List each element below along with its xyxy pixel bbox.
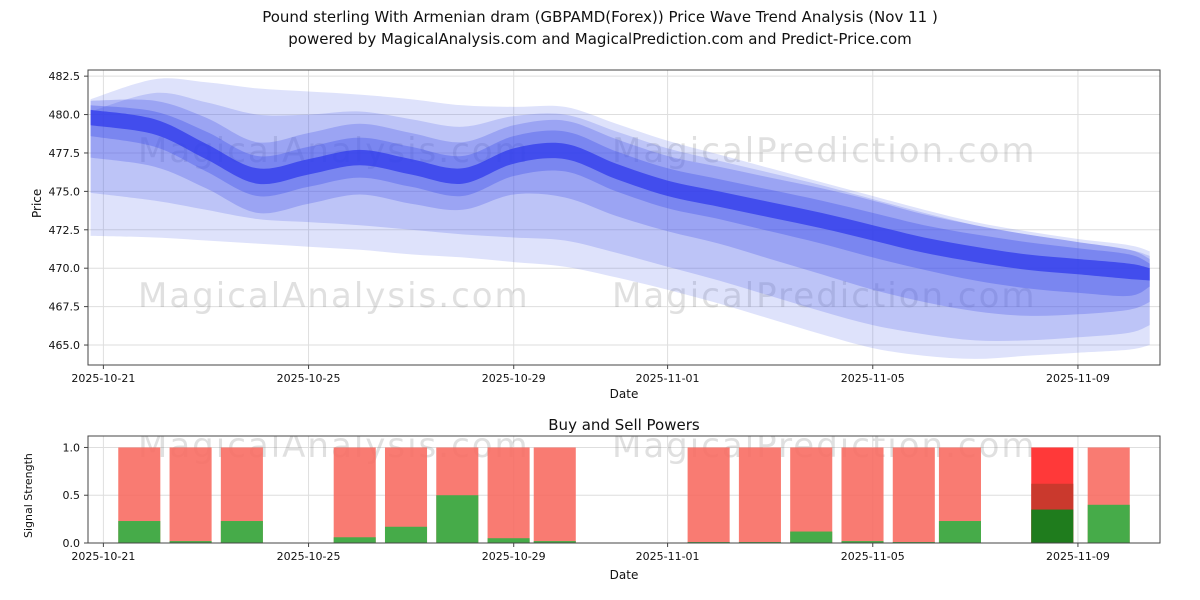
- buy-power-bar: [533, 541, 576, 543]
- date-axis-label-bottom: Date: [609, 568, 639, 582]
- price-y-tick-label: 472.5: [49, 224, 81, 237]
- price-chart-ticks: 482.5 480.0 477.5 475.0 472.5 470.0 467.5 465.0…: [49, 70, 1110, 385]
- buy-power-bar: [938, 521, 981, 543]
- date-x-tick-label: 2025-10-25: [277, 372, 341, 385]
- buy-power-bar: [1031, 509, 1074, 543]
- price-wave-bands: [90, 78, 1150, 359]
- watermark-magicalanalysis: MagicalAnalysis.com: [138, 276, 530, 316]
- price-plot-frame: [87, 69, 1161, 366]
- sell-power-bar: [487, 447, 530, 543]
- buy-power-bar: [169, 541, 212, 543]
- chart-subtitle: powered by MagicalAnalysis.com and Magic…: [288, 30, 912, 48]
- buy-power-bar: [384, 526, 428, 543]
- sell-power-bar: [169, 447, 212, 543]
- sell-power-bar: [892, 447, 935, 543]
- buy-power-bar: [333, 537, 376, 543]
- buy-power-bar: [220, 521, 263, 543]
- center-trend-band: [90, 109, 1150, 281]
- buy-power-bar: [487, 538, 530, 543]
- date-x-tick-label: 2025-11-09: [1046, 372, 1110, 385]
- price-y-tick-label: 475.0: [49, 185, 81, 198]
- buy-power-bar: [436, 495, 479, 543]
- date-x-tick-label: 2025-11-09: [1046, 550, 1110, 563]
- sell-power-bar: [533, 447, 576, 543]
- price-y-tick-label: 477.5: [49, 147, 81, 160]
- date-x-tick-label: 2025-10-29: [482, 372, 546, 385]
- date-axis-label-top: Date: [609, 387, 639, 401]
- buy-sell-bars: [118, 447, 1130, 543]
- sell-power-bar: [790, 447, 833, 543]
- price-y-tick-label: 467.5: [49, 301, 81, 314]
- signal-plot-frame: [87, 435, 1161, 544]
- date-x-tick-label: 2025-11-05: [841, 372, 905, 385]
- date-x-tick-label: 2025-10-29: [482, 550, 546, 563]
- outer-band: [90, 78, 1150, 359]
- sell-power-bar: [738, 447, 781, 543]
- price-y-tick-label: 470.0: [49, 262, 81, 275]
- date-x-tick-label: 2025-10-21: [71, 372, 135, 385]
- date-x-tick-label: 2025-11-01: [636, 372, 700, 385]
- chart-title: Pound sterling With Armenian dram (GBPAM…: [262, 8, 938, 26]
- buy-power-bar: [118, 521, 161, 543]
- signal-chart-ticks: 0.0 0.5 1.0 2025-10-21 2025-10-25 2025-10-29 2…: [63, 441, 1110, 563]
- buy-power-bar: [790, 531, 833, 543]
- date-x-tick-label: 2025-10-21: [71, 550, 135, 563]
- signal-y-tick-label: 1.0: [63, 441, 81, 454]
- buy-sell-powers-title: Buy and Sell Powers: [548, 416, 700, 434]
- watermark-magicalprediction: MagicalPrediction.com: [612, 276, 1037, 316]
- price-chart-grid: [88, 70, 1160, 365]
- sell-power-bar: [687, 447, 730, 543]
- date-x-tick-label: 2025-11-01: [636, 550, 700, 563]
- signal-y-tick-label: 0.0: [63, 537, 81, 550]
- signal-y-tick-label: 0.5: [63, 489, 81, 502]
- date-x-tick-label: 2025-11-05: [841, 550, 905, 563]
- watermark-magicalprediction: MagicalPrediction.com: [612, 131, 1037, 171]
- buy-power-bar: [841, 541, 884, 543]
- sell-power-bar: [333, 447, 376, 543]
- price-y-tick-label: 480.0: [49, 109, 81, 122]
- date-x-tick-label: 2025-10-25: [277, 550, 341, 563]
- price-y-tick-label: 465.0: [49, 339, 81, 352]
- price-y-tick-label: 482.5: [49, 70, 81, 83]
- buy-power-bar: [1087, 504, 1130, 543]
- sell-power-bar: [841, 447, 884, 543]
